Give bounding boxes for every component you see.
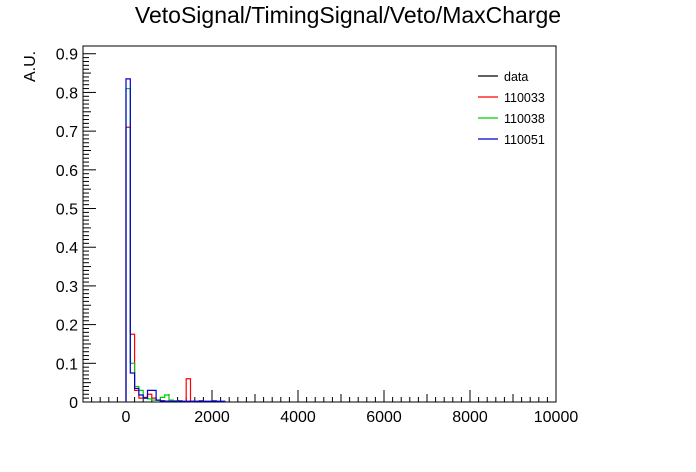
y-tick-label: 0.8 [56,85,78,102]
x-tick-label: 4000 [280,409,316,426]
y-tick-label: 0.6 [56,163,78,180]
legend: data 110033 110038 110051 [478,70,545,147]
y-tick-label: 0.1 [56,356,78,373]
x-tick-label: 10000 [534,409,579,426]
x-tick-label: 8000 [452,409,488,426]
plot-frame [82,45,557,403]
chart-title: VetoSignal/TimingSignal/Veto/MaxCharge [134,2,562,28]
y-axis: 0 0.1 0.2 0.3 0.4 0.5 0.6 0.7 0.8 0.9 [56,47,96,412]
x-tick-label: 0 [122,409,131,426]
legend-entry-110033: 110033 [504,91,545,105]
legend-entry-110038: 110038 [504,112,545,126]
x-tick-label: 2000 [194,409,230,426]
legend-entry-110051: 110051 [504,133,545,147]
y-tick-label: 0.3 [56,279,78,296]
y-tick-label: 0.7 [56,124,78,141]
histogram-series-group [125,78,226,402]
y-tick-label: 0.9 [56,47,78,64]
histogram-series-110033 [125,126,196,402]
y-tick-label: 0.4 [56,240,78,257]
legend-entry-data: data [504,70,528,84]
y-tick-label: 0 [69,395,78,412]
y-tick-label: 0.2 [56,318,78,335]
histogram-series-110051 [125,78,226,402]
histogram-series-110038 [125,87,179,402]
y-tick-label: 0.5 [56,202,78,219]
x-tick-label: 6000 [366,409,402,426]
x-axis: 0 2000 4000 6000 8000 10000 [82,390,579,426]
